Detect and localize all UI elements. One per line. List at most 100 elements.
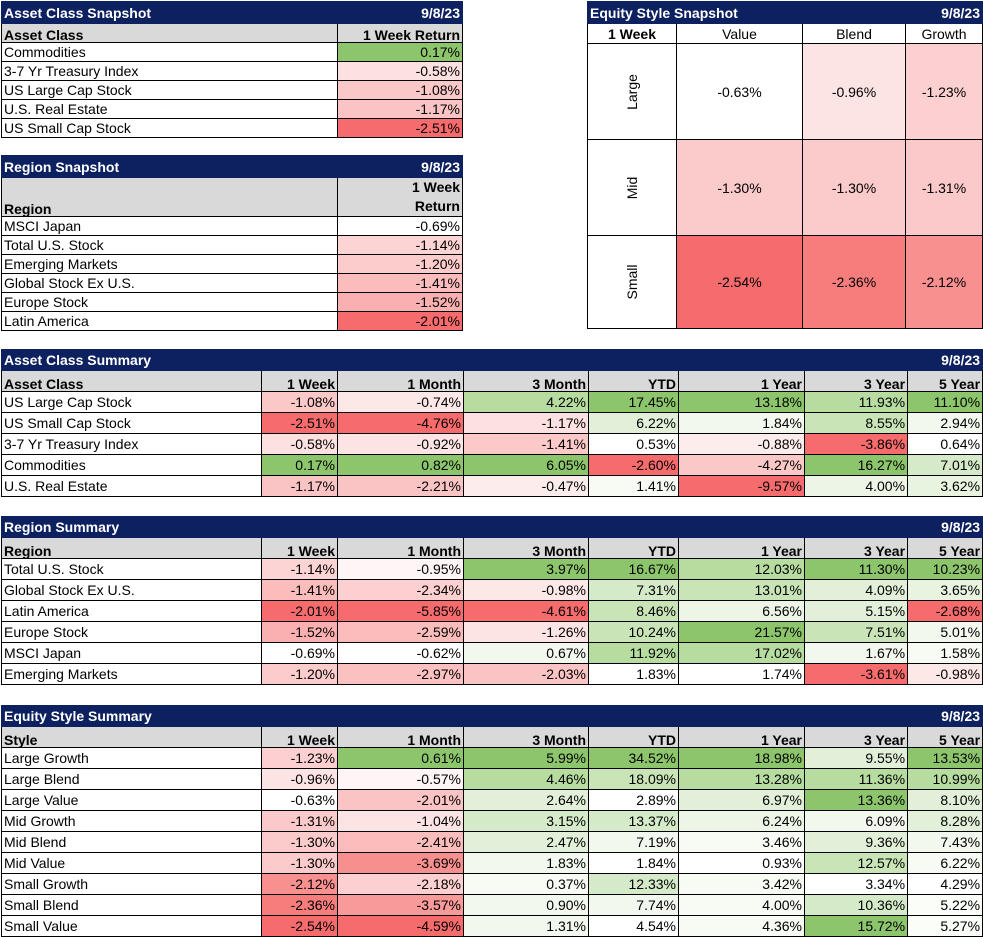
return-value: 10.24% bbox=[588, 621, 679, 643]
row-label: 3-7 Yr Treasury Index bbox=[1, 433, 262, 455]
return-value: -0.58% bbox=[261, 433, 338, 455]
return-value: 6.22% bbox=[588, 412, 679, 434]
section-title: Asset Class Summary bbox=[0, 349, 909, 371]
as-of-date: 9/8/23 bbox=[907, 349, 983, 371]
return-value: -4.27% bbox=[678, 454, 805, 476]
style-cell: -2.12% bbox=[905, 235, 983, 329]
size-label: Small bbox=[587, 235, 677, 329]
return-value: -5.85% bbox=[337, 600, 464, 622]
return-value: -0.98% bbox=[463, 579, 589, 601]
style-cell: -1.31% bbox=[905, 139, 983, 236]
return-value: -3.57% bbox=[337, 894, 464, 916]
return-value: 9.55% bbox=[803, 747, 909, 769]
return-value: 3.97% bbox=[463, 558, 589, 580]
row-label: US Large Cap Stock bbox=[1, 80, 338, 100]
size-label-text: Large bbox=[624, 73, 640, 110]
row-label: Europe Stock bbox=[1, 292, 338, 312]
return-value: 4.00% bbox=[803, 475, 909, 497]
as-of-date: 9/8/23 bbox=[337, 155, 463, 178]
return-value: 6.22% bbox=[907, 852, 983, 874]
return-value: 12.03% bbox=[678, 558, 805, 580]
return-value: -2.34% bbox=[337, 579, 464, 601]
return-value: 0.90% bbox=[463, 894, 589, 916]
return-value: -1.30% bbox=[261, 831, 338, 853]
style-cell: -1.23% bbox=[905, 43, 983, 140]
return-value: 1.67% bbox=[803, 642, 909, 664]
column-header: YTD bbox=[588, 370, 679, 392]
corner-header: 1 Week bbox=[587, 23, 677, 44]
return-value: -3.69% bbox=[337, 852, 464, 874]
return-value: -2.97% bbox=[337, 663, 464, 685]
return-value: -0.95% bbox=[337, 558, 464, 580]
return-value: 13.18% bbox=[678, 391, 805, 413]
as-of-date: 9/8/23 bbox=[907, 516, 983, 538]
table-row: Global Stock Ex U.S. -1.41% bbox=[1, 273, 463, 293]
return-value: 13.36% bbox=[803, 789, 909, 811]
row-label: MSCI Japan bbox=[1, 642, 262, 664]
as-of-date: 9/8/23 bbox=[905, 1, 983, 24]
section-title: Region Snapshot bbox=[1, 155, 338, 178]
return-value: -2.51% bbox=[261, 412, 338, 434]
return-value: -0.57% bbox=[337, 768, 464, 790]
column-header: 3 Month bbox=[463, 537, 589, 559]
return-value: 0.67% bbox=[463, 642, 589, 664]
table-row: Large Value -0.63% -2.01% 2.64% 2.89% 6.97% 13… bbox=[1, 789, 983, 811]
return-value: 9.36% bbox=[803, 831, 909, 853]
style-grid-row: Large -0.63% -0.96% -1.23% bbox=[587, 43, 983, 140]
region-snapshot: Region Snapshot 9/8/23 Region 1 Week Ret… bbox=[1, 155, 463, 331]
return-value: 4.00% bbox=[678, 894, 805, 916]
column-header: 1 Month bbox=[337, 726, 464, 748]
table-row: Small Value -2.54% -4.59% 1.31% 4.54% 4.36% 15… bbox=[1, 915, 983, 937]
return-value: -1.20% bbox=[261, 663, 338, 685]
column-header: 3 Year bbox=[803, 537, 909, 559]
column-header: 3 Month bbox=[463, 370, 589, 392]
as-of-date: 9/8/23 bbox=[907, 705, 983, 727]
return-value: 13.01% bbox=[678, 579, 805, 601]
return-value: -2.59% bbox=[337, 621, 464, 643]
return-value: 11.10% bbox=[907, 391, 983, 413]
row-label: U.S. Real Estate bbox=[1, 99, 338, 119]
column-header: YTD bbox=[588, 537, 679, 559]
row-label: U.S. Real Estate bbox=[1, 475, 262, 497]
return-value: -1.30% bbox=[261, 852, 338, 874]
table-row: Large Growth -1.23% 0.61% 5.99% 34.52% 18.98%… bbox=[1, 747, 983, 769]
return-value: 5.01% bbox=[907, 621, 983, 643]
return-value: 11.92% bbox=[588, 642, 679, 664]
return-value: -2.60% bbox=[588, 454, 679, 476]
row-label: Emerging Markets bbox=[1, 254, 338, 274]
table-row: Small Blend -2.36% -3.57% 0.90% 7.74% 4.00% 10… bbox=[1, 894, 983, 916]
return-value: -1.08% bbox=[261, 391, 338, 413]
table-row: Mid Blend -1.30% -2.41% 2.47% 7.19% 3.46% 9.36… bbox=[1, 831, 983, 853]
table-row: U.S. Real Estate -1.17% -2.21% -0.47% 1.41% -… bbox=[1, 475, 983, 497]
return-value: 0.17% bbox=[261, 454, 338, 476]
return-value: -4.61% bbox=[463, 600, 589, 622]
return-value: -0.74% bbox=[337, 391, 464, 413]
return-value: 11.93% bbox=[803, 391, 909, 413]
style-cell: -0.96% bbox=[802, 43, 906, 140]
return-value: -3.86% bbox=[803, 433, 909, 455]
return-value: -2.41% bbox=[337, 831, 464, 853]
return-value: -1.14% bbox=[337, 235, 463, 255]
return-value: 8.46% bbox=[588, 600, 679, 622]
table-row: US Small Cap Stock -2.51% -4.76% -1.17% 6.22… bbox=[1, 412, 983, 434]
column-header: Style bbox=[1, 726, 262, 748]
return-value: -4.76% bbox=[337, 412, 464, 434]
row-label: Small Blend bbox=[1, 894, 262, 916]
return-value: 3.65% bbox=[907, 579, 983, 601]
return-value: 17.02% bbox=[678, 642, 805, 664]
row-label: Large Value bbox=[1, 789, 262, 811]
return-value: 4.36% bbox=[678, 915, 805, 937]
return-value: 13.37% bbox=[588, 810, 679, 832]
table-row: Latin America -2.01% bbox=[1, 311, 463, 331]
table-row: Emerging Markets -1.20% bbox=[1, 254, 463, 274]
table-row: Emerging Markets -1.20% -2.97% -2.03% 1.83% 1… bbox=[1, 663, 983, 685]
return-value: -1.14% bbox=[261, 558, 338, 580]
row-label: Mid Value bbox=[1, 852, 262, 874]
region-summary: Region Summary 9/8/23 Region 1 Week 1 Mont… bbox=[0, 516, 983, 685]
row-label: 3-7 Yr Treasury Index bbox=[1, 61, 338, 81]
table-row: Commodities 0.17% bbox=[1, 42, 463, 62]
return-value: 12.33% bbox=[588, 873, 679, 895]
return-value: -0.58% bbox=[337, 61, 463, 81]
return-value: -2.01% bbox=[337, 789, 464, 811]
table-row: Latin America -2.01% -5.85% -4.61% 8.46% 6.56… bbox=[1, 600, 983, 622]
